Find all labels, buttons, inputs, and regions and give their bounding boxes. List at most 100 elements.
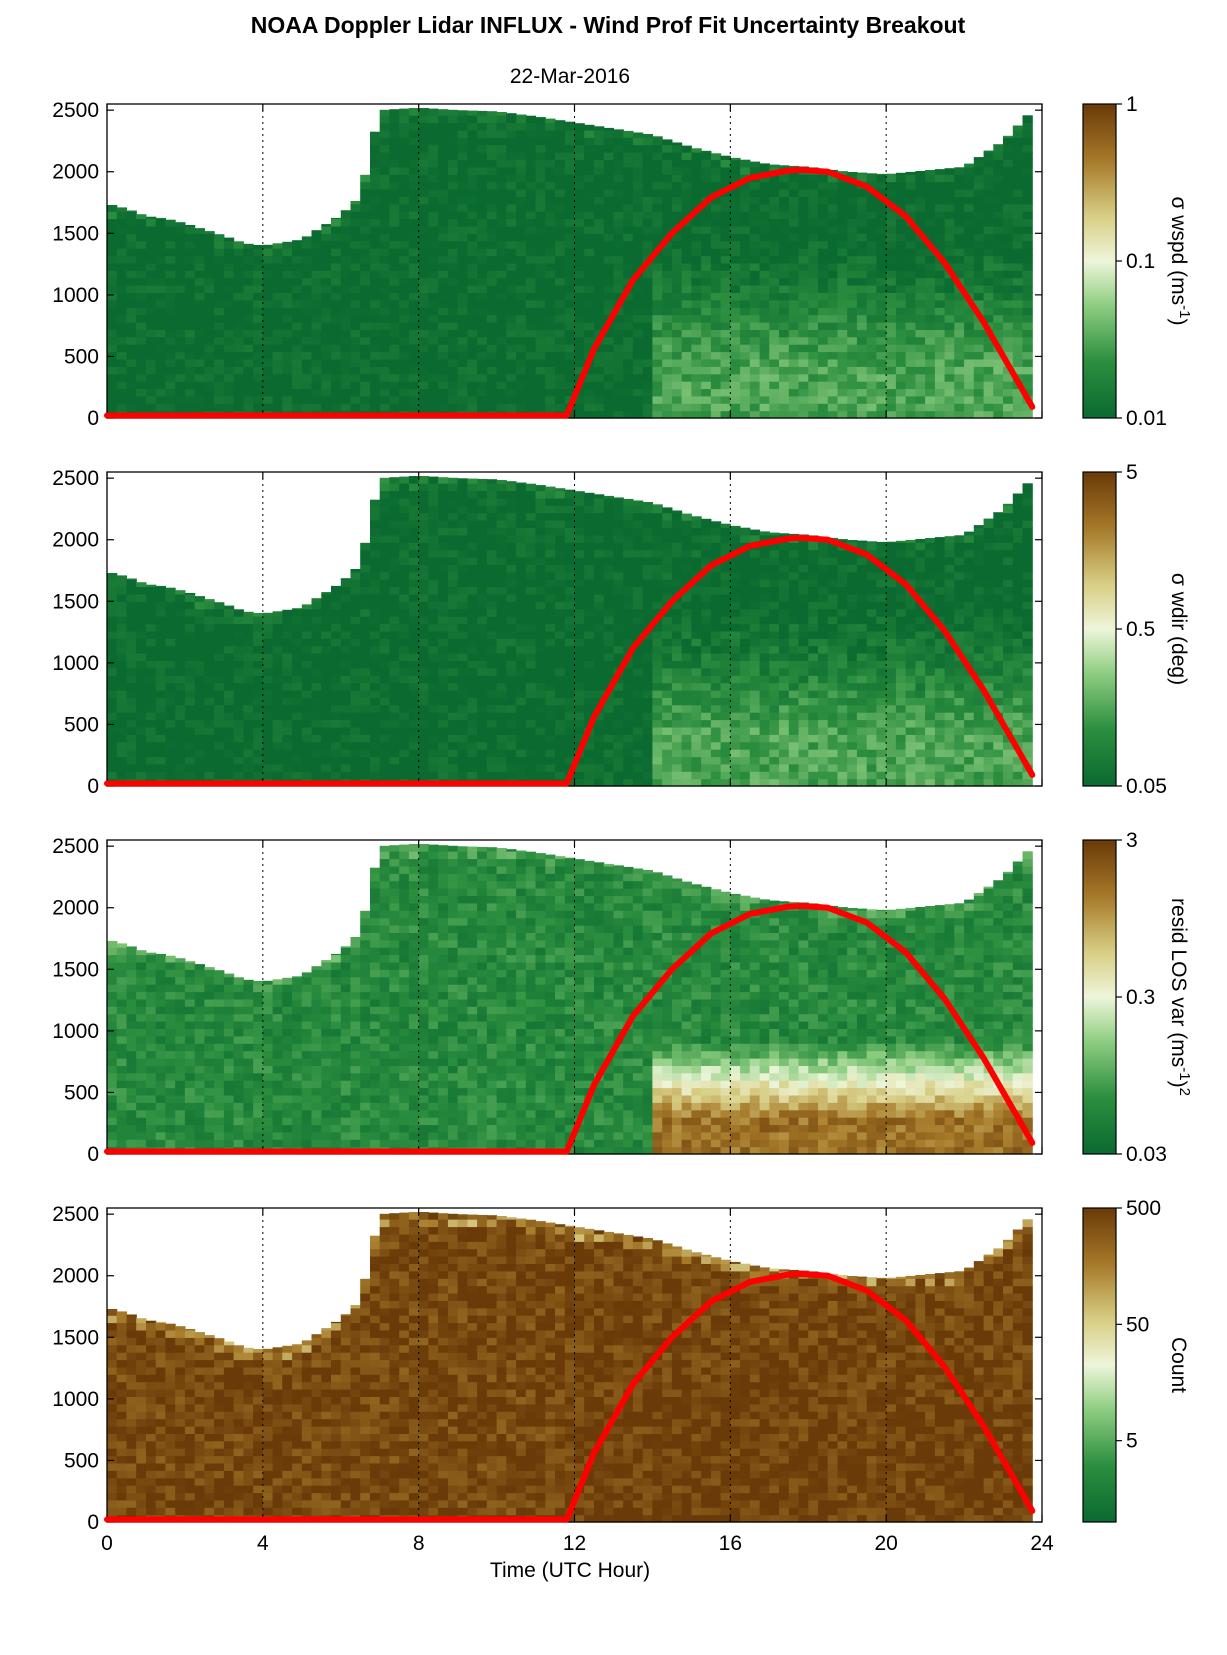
- heatmap-cell: [438, 403, 449, 412]
- heatmap-cell: [993, 395, 1004, 404]
- heatmap-cell: [253, 734, 264, 743]
- heatmap-cell: [642, 196, 653, 205]
- heatmap-cell: [925, 366, 936, 375]
- heatmap-cell: [564, 741, 576, 750]
- heatmap-cell: [136, 741, 147, 750]
- heatmap-cell: [116, 366, 127, 375]
- heatmap-cell: [652, 218, 663, 227]
- heatmap-cell: [389, 719, 400, 728]
- heatmap-cell: [730, 285, 741, 293]
- heatmap-cell: [233, 630, 244, 639]
- heatmap-cell: [496, 344, 507, 353]
- heatmap-cell: [447, 608, 459, 617]
- heatmap-cell: [1012, 299, 1024, 308]
- heatmap-cell: [321, 403, 332, 412]
- heatmap-cell: [165, 255, 176, 264]
- heatmap-cell: [603, 299, 614, 308]
- heatmap-cell: [740, 358, 751, 367]
- heatmap-cell: [457, 381, 468, 390]
- heatmap-cell: [126, 593, 137, 602]
- heatmap-cell: [292, 248, 303, 257]
- heatmap-cell: [389, 741, 400, 750]
- heatmap-cell: [516, 756, 527, 765]
- heatmap-cell: [467, 395, 478, 404]
- heatmap-cell: [779, 336, 790, 345]
- heatmap-cell: [428, 395, 439, 404]
- heatmap-cell: [1012, 129, 1024, 138]
- heatmap-cell: [662, 144, 673, 153]
- heatmap-cell: [340, 314, 352, 323]
- heatmap-cell: [399, 616, 410, 625]
- heatmap-cell: [262, 358, 274, 367]
- heatmap-cell: [311, 248, 322, 257]
- heatmap-cell: [107, 675, 118, 684]
- heatmap-cell: [282, 307, 293, 316]
- heatmap-cell: [525, 240, 537, 249]
- heatmap-cell: [895, 172, 907, 175]
- heatmap-cell: [165, 225, 176, 234]
- heatmap-cell: [379, 403, 390, 412]
- heatmap-cell: [204, 255, 215, 264]
- heatmap-cell: [165, 734, 176, 743]
- heatmap-cell: [769, 292, 780, 301]
- heatmap-cell: [428, 240, 439, 249]
- heatmap-cell: [525, 388, 537, 397]
- heatmap-cell: [447, 490, 459, 499]
- heatmap-cell: [710, 395, 722, 404]
- heatmap-cell: [408, 638, 420, 647]
- heatmap-cell: [360, 196, 371, 205]
- heatmap-cell: [496, 653, 507, 661]
- heatmap-cell: [954, 218, 965, 227]
- heatmap-cell: [399, 638, 410, 647]
- heatmap-cell: [214, 756, 225, 765]
- heatmap-cell: [116, 575, 127, 580]
- heatmap-cell: [934, 218, 946, 227]
- heatmap-cell: [194, 322, 205, 330]
- heatmap-cell: [418, 579, 429, 588]
- heatmap-cell: [496, 336, 507, 345]
- heatmap-cell: [477, 638, 488, 647]
- heatmap-cell: [973, 211, 985, 220]
- heatmap-cell: [594, 174, 605, 183]
- heatmap-cell: [165, 593, 176, 602]
- heatmap-cell: [1003, 314, 1014, 323]
- heatmap-cell: [993, 174, 1004, 183]
- heatmap-cell: [253, 719, 264, 728]
- heatmap-cell: [1012, 403, 1024, 412]
- heatmap-cell: [564, 712, 576, 721]
- heatmap-cell: [321, 351, 332, 360]
- heatmap-cell: [915, 181, 926, 190]
- heatmap-cell: [1022, 381, 1033, 390]
- heatmap-cell: [486, 534, 498, 543]
- heatmap-cell: [350, 344, 361, 353]
- heatmap-cell: [175, 403, 186, 412]
- heatmap-cell: [467, 571, 478, 580]
- heatmap-cell: [467, 741, 478, 750]
- heatmap-cell: [1022, 388, 1033, 397]
- heatmap-cell: [184, 373, 196, 382]
- heatmap-cell: [360, 307, 371, 316]
- heatmap-cell: [311, 682, 322, 691]
- heatmap-cell: [496, 225, 507, 234]
- heatmap-cell: [496, 189, 507, 197]
- heatmap-cell: [555, 579, 566, 588]
- heatmap-cell: [321, 712, 332, 721]
- heatmap-cell: [467, 262, 478, 271]
- heatmap-cell: [204, 307, 215, 316]
- heatmap-cell: [671, 388, 683, 397]
- heatmap-cell: [272, 388, 283, 397]
- heatmap-cell: [486, 174, 498, 183]
- heatmap-cell: [321, 771, 332, 780]
- heatmap-cell: [973, 262, 985, 271]
- heatmap-cell: [925, 336, 936, 345]
- heatmap-cell: [340, 233, 352, 242]
- heatmap-cell: [720, 351, 731, 360]
- heatmap-cell: [331, 262, 342, 271]
- heatmap-cell: [311, 329, 322, 338]
- heatmap-cell: [418, 712, 429, 721]
- heatmap-cell: [146, 351, 157, 360]
- heatmap-cell: [233, 675, 244, 684]
- heatmap-cell: [925, 255, 936, 264]
- heatmap-cell: [603, 152, 614, 160]
- heatmap-cell: [944, 233, 955, 242]
